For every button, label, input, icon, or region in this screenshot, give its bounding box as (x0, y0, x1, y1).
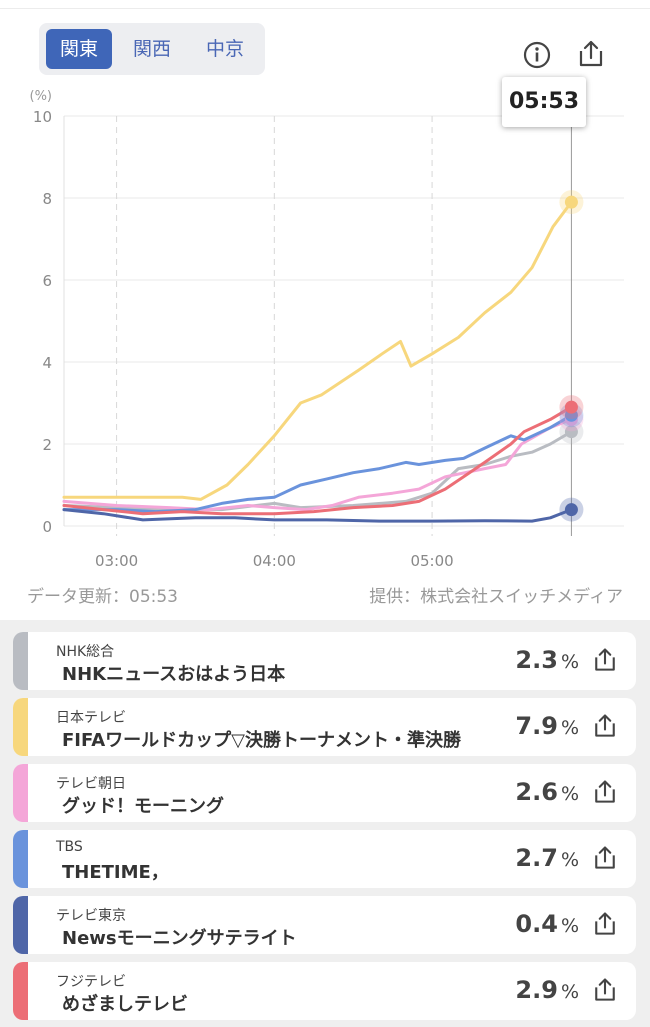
program-card-fuji[interactable]: フジテレビ めざましテレビ 2.9% (13, 962, 636, 1020)
share-icon[interactable] (591, 910, 619, 938)
channel-color-bar (13, 632, 28, 690)
channel-name: テレビ東京 (56, 908, 126, 924)
channel-color-bar (13, 764, 28, 822)
program-title: FIFAワールドカップ▽決勝トーナメント・準決勝 (62, 730, 461, 751)
program-card-tvtokyo[interactable]: テレビ東京 Newsモーニングサテライト 0.4% (13, 896, 636, 954)
y-tick-label: 6 (42, 272, 52, 290)
y-tick-label: 8 (42, 190, 52, 208)
series-line (62, 405, 573, 516)
x-tick-label: 05:00 (410, 552, 453, 570)
rating-value: 2.6% (515, 778, 579, 806)
channel-name: 日本テレビ (56, 710, 126, 726)
tab-chukyo[interactable]: 中京 (205, 38, 244, 60)
channel-color-bar (13, 962, 28, 1020)
program-title: めざましテレビ (62, 994, 188, 1015)
y-tick-label: 0 (42, 518, 52, 536)
x-tick-label: 04:00 (253, 552, 296, 570)
region-tabs: 関東 関西 中京 (39, 23, 265, 75)
channel-color-bar (13, 698, 28, 756)
program-card-tbs[interactable]: TBS THETIME， 2.7% (13, 830, 636, 888)
channel-color-bar (13, 830, 28, 888)
provider-text: 提供：株式会社スイッチメディア (369, 587, 623, 607)
program-card-ntv[interactable]: 日本テレビ FIFAワールドカップ▽決勝トーナメント・準決勝 7.9% (13, 698, 636, 756)
y-axis-label: (%) (30, 89, 53, 104)
share-icon[interactable] (591, 976, 619, 1004)
tab-kansai[interactable]: 関西 (132, 38, 171, 60)
ratings-chart: 0 2 4 6 8 10 (%) 03:00 04:00 05:00 (30, 89, 624, 570)
program-title: Newsモーニングサテライト (62, 928, 297, 949)
cursor-time-tooltip: 05:53 (502, 77, 586, 127)
series-line (62, 508, 573, 523)
series-line (62, 200, 573, 501)
info-icon[interactable] (522, 40, 552, 70)
rating-value: 2.9% (515, 976, 579, 1004)
y-tick-label: 10 (33, 108, 52, 126)
share-icon[interactable] (591, 778, 619, 806)
program-card-nhk[interactable]: NHK総合 NHKニュースおはよう日本 2.3% (13, 632, 636, 690)
share-icon[interactable] (591, 712, 619, 740)
share-icon[interactable] (575, 38, 607, 70)
rating-value: 2.3% (515, 646, 579, 674)
rating-value: 2.7% (515, 844, 579, 872)
share-icon[interactable] (591, 844, 619, 872)
channel-name: テレビ朝日 (56, 776, 126, 792)
rating-value: 7.9% (515, 712, 579, 740)
series-endpoint (564, 195, 578, 209)
series-endpoint (564, 503, 578, 517)
share-icon[interactable] (591, 646, 619, 674)
program-card-tvasahi[interactable]: テレビ朝日 グッド！モーニング 2.6% (13, 764, 636, 822)
x-tick-label: 03:00 (95, 552, 138, 570)
y-tick-label: 2 (42, 436, 52, 454)
series-endpoint (564, 400, 578, 414)
y-tick-label: 4 (42, 354, 52, 372)
channel-color-bar (13, 896, 28, 954)
tab-kanto[interactable]: 関東 (46, 29, 112, 69)
program-title: グッド！モーニング (62, 796, 224, 817)
program-title: THETIME， (62, 862, 169, 883)
channel-name: NHK総合 (56, 644, 115, 660)
channel-name: TBS (56, 839, 83, 855)
series-endpoint (564, 425, 578, 439)
top-divider (0, 8, 650, 9)
data-updated-text: データ更新：05:53 (27, 587, 178, 607)
series-line (62, 413, 573, 514)
channel-name: フジテレビ (56, 974, 126, 990)
program-list: NHK総合 NHKニュースおはよう日本 2.3% 日本テレビ FIFAワールドカ… (0, 620, 650, 1027)
rating-value: 0.4% (515, 910, 579, 938)
program-title: NHKニュースおはよう日本 (62, 664, 286, 685)
